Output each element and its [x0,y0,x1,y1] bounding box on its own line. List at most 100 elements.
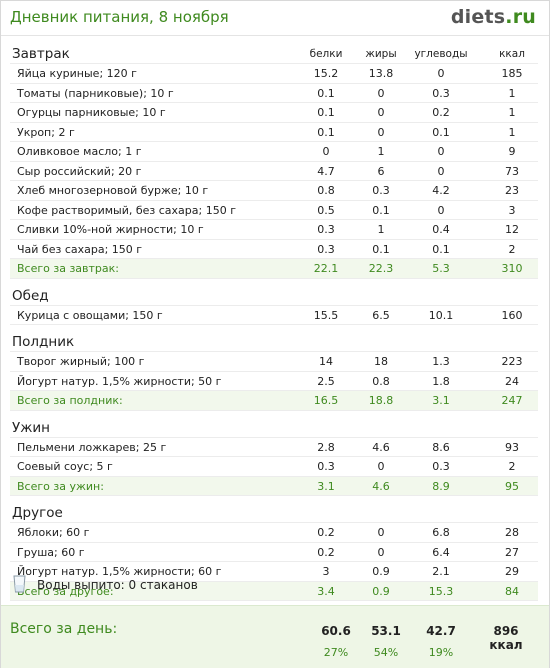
kcal-value: 93 [505,440,519,454]
meal-title: Ужин [12,419,50,436]
food-row[interactable]: Хлеб многозерновой бурже; 10 г 0.8 0.3 4.2 2… [10,181,538,201]
meal-header: Обед [10,287,538,306]
food-row[interactable]: Яблоки; 60 г 0.2 0 6.8 28 [10,523,538,543]
subtotal-protein: 22.1 [313,262,339,275]
carbs-value: 6.4 [432,545,450,559]
subtotal-label: Всего за ужин: [17,479,104,493]
logo-tld: ru [512,6,536,28]
column-header: углеводы [414,48,468,60]
carbs-value: 1.8 [432,374,450,388]
carbs-value: 0.1 [432,125,450,139]
carbs-value: 0 [437,145,445,158]
kcal-value: 223 [501,355,523,368]
fat-value: 0 [377,545,385,559]
subtotal-label: Всего за полдник: [17,394,123,407]
fat-value: 0.8 [372,374,390,388]
food-name: Груша; 60 г [17,545,85,559]
subtotal-fat: 4.6 [372,479,390,493]
protein-value: 0.3 [317,242,335,256]
carbs-value: 0 [437,67,445,80]
subtotal-fat: 18.8 [368,394,394,407]
glass-icon [13,575,26,593]
food-name: Сливки 10%-ной жирности; 10 г [17,223,204,236]
carbs-value: 6.8 [432,526,450,539]
food-name: Яблоки; 60 г [17,526,90,539]
carbs-value: 0 [437,203,445,217]
food-row[interactable]: Сливки 10%-ной жирности; 10 г 0.3 1 0.4 12 [10,220,538,240]
protein-value: 0.2 [317,545,335,559]
logo-main: diets [450,6,506,28]
protein-value: 14 [319,355,333,368]
fat-value: 6.5 [372,308,390,322]
meal-header: Завтрак белки жиры углеводы ккал [10,45,538,64]
column-header: белки [309,48,343,60]
kcal-value: 2 [508,242,516,256]
food-row[interactable]: Сыр российский; 20 г 4.7 6 0 73 [10,162,538,181]
food-row[interactable]: Оливковое масло; 1 г 0 1 0 9 [10,142,538,162]
fat-value: 13.8 [368,67,394,80]
food-row[interactable]: Огурцы парниковые; 10 г 0.1 0 0.2 1 [10,103,538,123]
meal-title: Обед [12,287,49,304]
food-row[interactable]: Укроп; 2 г 0.1 0 0.1 1 [10,123,538,142]
subtotal-carbs: 15.3 [428,584,454,598]
kcal-value: 1 [508,125,516,139]
food-row[interactable]: Томаты (парниковые); 10 г 0.1 0 0.3 1 [10,84,538,103]
food-name: Йогурт натур. 1,5% жирности; 50 г [17,374,222,388]
day-protein: 60.6 [321,624,351,638]
food-row[interactable]: Йогурт натур. 1,5% жирности; 60 г 3 0.9 2.1… [10,562,538,582]
protein-value: 0.8 [317,184,335,197]
meal-subtotal-row: Всего за полдник: 16.5 18.8 3.1 247 [10,391,538,411]
food-row[interactable]: Кофе растворимый, без сахара; 150 г 0.5 0.… [10,201,538,220]
protein-value: 2.5 [317,374,335,388]
kcal-value: 2 [508,460,516,473]
subtotal-label: Всего за завтрак: [17,262,120,275]
food-row[interactable]: Курица с овощами; 150 г 15.5 6.5 10.1 160 [10,306,538,325]
kcal-value: 28 [505,526,519,539]
food-name: Укроп; 2 г [17,125,75,139]
kcal-value: 12 [505,223,519,236]
subtotal-protein: 3.4 [317,584,335,598]
fat-value: 0 [377,125,385,139]
food-row[interactable]: Соевый соус; 5 г 0.3 0 0.3 2 [10,457,538,477]
fat-value: 0.1 [372,203,390,217]
meal-title: Другое [12,505,63,521]
food-name: Соевый соус; 5 г [17,460,113,473]
protein-value: 0.3 [317,460,335,473]
fat-value: 0 [377,460,385,473]
food-row[interactable]: Груша; 60 г 0.2 0 6.4 27 [10,543,538,562]
carbs-value: 0.2 [432,106,450,119]
subtotal-fat: 0.9 [372,584,390,598]
meal-subtotal-row: Всего за ужин: 3.1 4.6 8.9 95 [10,476,538,496]
food-row[interactable]: Йогурт натур. 1,5% жирности; 50 г 2.5 0.8 1… [10,372,538,391]
food-name: Творог жирный; 100 г [17,355,145,368]
fat-value: 0 [377,86,385,100]
food-name: Оливковое масло; 1 г [17,145,142,158]
fat-value: 6 [377,164,385,178]
protein-value: 0.1 [317,106,335,119]
fat-value: 4.6 [372,440,390,454]
food-row[interactable]: Творог жирный; 100 г 14 18 1.3 223 [10,352,538,372]
day-carbs-pct: 19% [428,646,454,659]
kcal-value: 27 [505,545,519,559]
page-title: Дневник питания, 8 ноября [10,8,229,26]
site-logo[interactable]: diets.ru [451,6,536,28]
food-name: Пельмени ложкарев; 25 г [17,440,167,454]
food-row[interactable]: Пельмени ложкарев; 25 г 2.8 4.6 8.6 93 [10,438,538,457]
meal-header: Ужин [10,419,538,438]
subtotal-kcal: 310 [501,262,523,275]
day-fat-pct: 54% [373,646,399,659]
food-name: Курица с овощами; 150 г [17,308,163,322]
header-divider [1,35,549,36]
column-header: ккал [499,48,525,60]
fat-value: 0.3 [372,184,390,197]
kcal-value: 23 [505,184,519,197]
subtotal-kcal: 84 [505,584,519,598]
carbs-value: 0 [437,164,445,178]
carbs-value: 10.1 [428,308,454,322]
meal-subtotal-row: Всего за завтрак: 22.1 22.3 5.3 310 [10,259,538,279]
subtotal-kcal: 247 [501,394,523,407]
meal-header: Другое [10,504,538,523]
food-row[interactable]: Яйца куриные; 120 г 15.2 13.8 0 185 [10,64,538,84]
food-name: Огурцы парниковые; 10 г [17,106,166,119]
food-row[interactable]: Чай без сахара; 150 г 0.3 0.1 0.1 2 [10,240,538,259]
